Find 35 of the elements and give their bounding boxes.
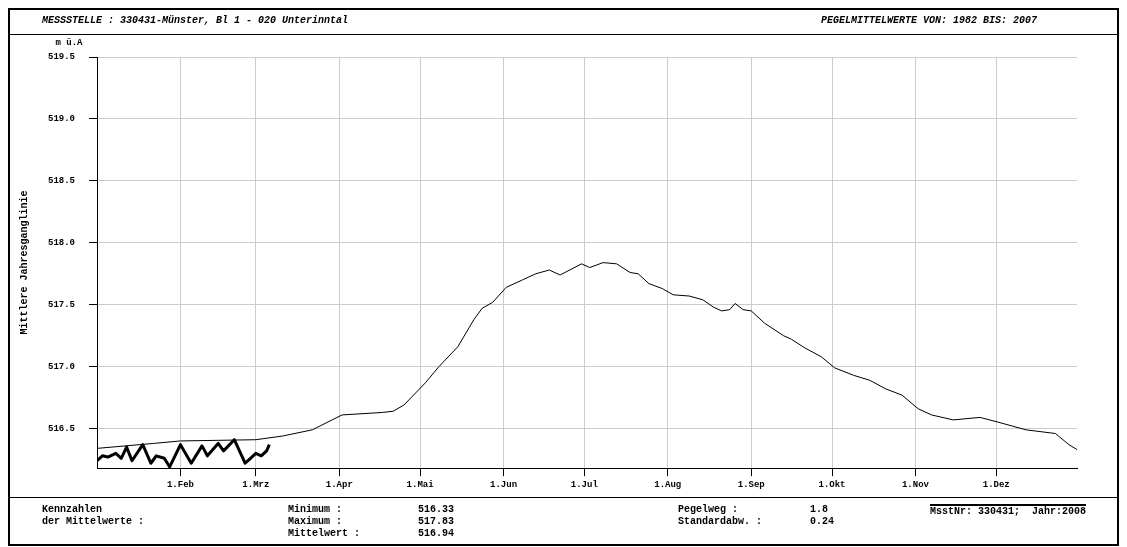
y-tick-label: 516.5 [47, 423, 75, 434]
text: 0.24 [810, 516, 835, 527]
text: Minimum : [288, 504, 343, 515]
text: Maximum : [288, 516, 343, 527]
text: Pegelweg : [678, 504, 739, 515]
x-tick-label: 1.Sep [737, 479, 765, 490]
text: MsstNr: 330431; Jahr:2008 [930, 504, 1087, 517]
y-tick-label: 519.5 [47, 52, 75, 63]
text: 516.94 [418, 528, 455, 539]
x-tick-label: 1.Jun [490, 479, 518, 490]
x-tick-label: 1.Apr [325, 479, 353, 490]
text: 516.33 [418, 504, 455, 515]
text: 517.83 [418, 516, 455, 527]
chart-title: MESSSTELLE : 330431-Münster, Bl 1 - 020 Unterinntal [42, 15, 349, 26]
text: m ü.A [55, 38, 84, 48]
y-tick-label: 517.0 [47, 361, 75, 372]
y-tick-label: 517.5 [47, 299, 75, 310]
x-tick-label: 1.Aug [654, 479, 682, 490]
text: der Mittelwerte : [42, 516, 145, 527]
x-tick-label: 1.Nov [901, 479, 930, 490]
text: Mittelwert : [288, 528, 361, 539]
y-tick-label: 518.5 [47, 176, 75, 187]
x-tick-label: 1.Okt [818, 479, 846, 490]
text: Kennzahlen [42, 504, 103, 515]
chart-subtitle: PEGELMITTELWERTE VON: 1982 BIS: 2007 [820, 15, 1037, 26]
text: 1.8 [810, 504, 829, 515]
y-tick-label: 519.0 [47, 114, 75, 125]
x-tick-label: 1.Feb [166, 479, 194, 490]
y-axis-title: Mittlere Jahresganglinie [18, 190, 30, 335]
x-tick-label: 1.Mrz [242, 479, 270, 490]
text: Standardabw. : [678, 516, 763, 527]
y-tick-label: 518.0 [47, 238, 75, 249]
x-tick-label: 1.Jul [570, 479, 599, 490]
x-tick-label: 1.Mai [406, 479, 435, 490]
x-tick-label: 1.Dez [982, 479, 1010, 490]
